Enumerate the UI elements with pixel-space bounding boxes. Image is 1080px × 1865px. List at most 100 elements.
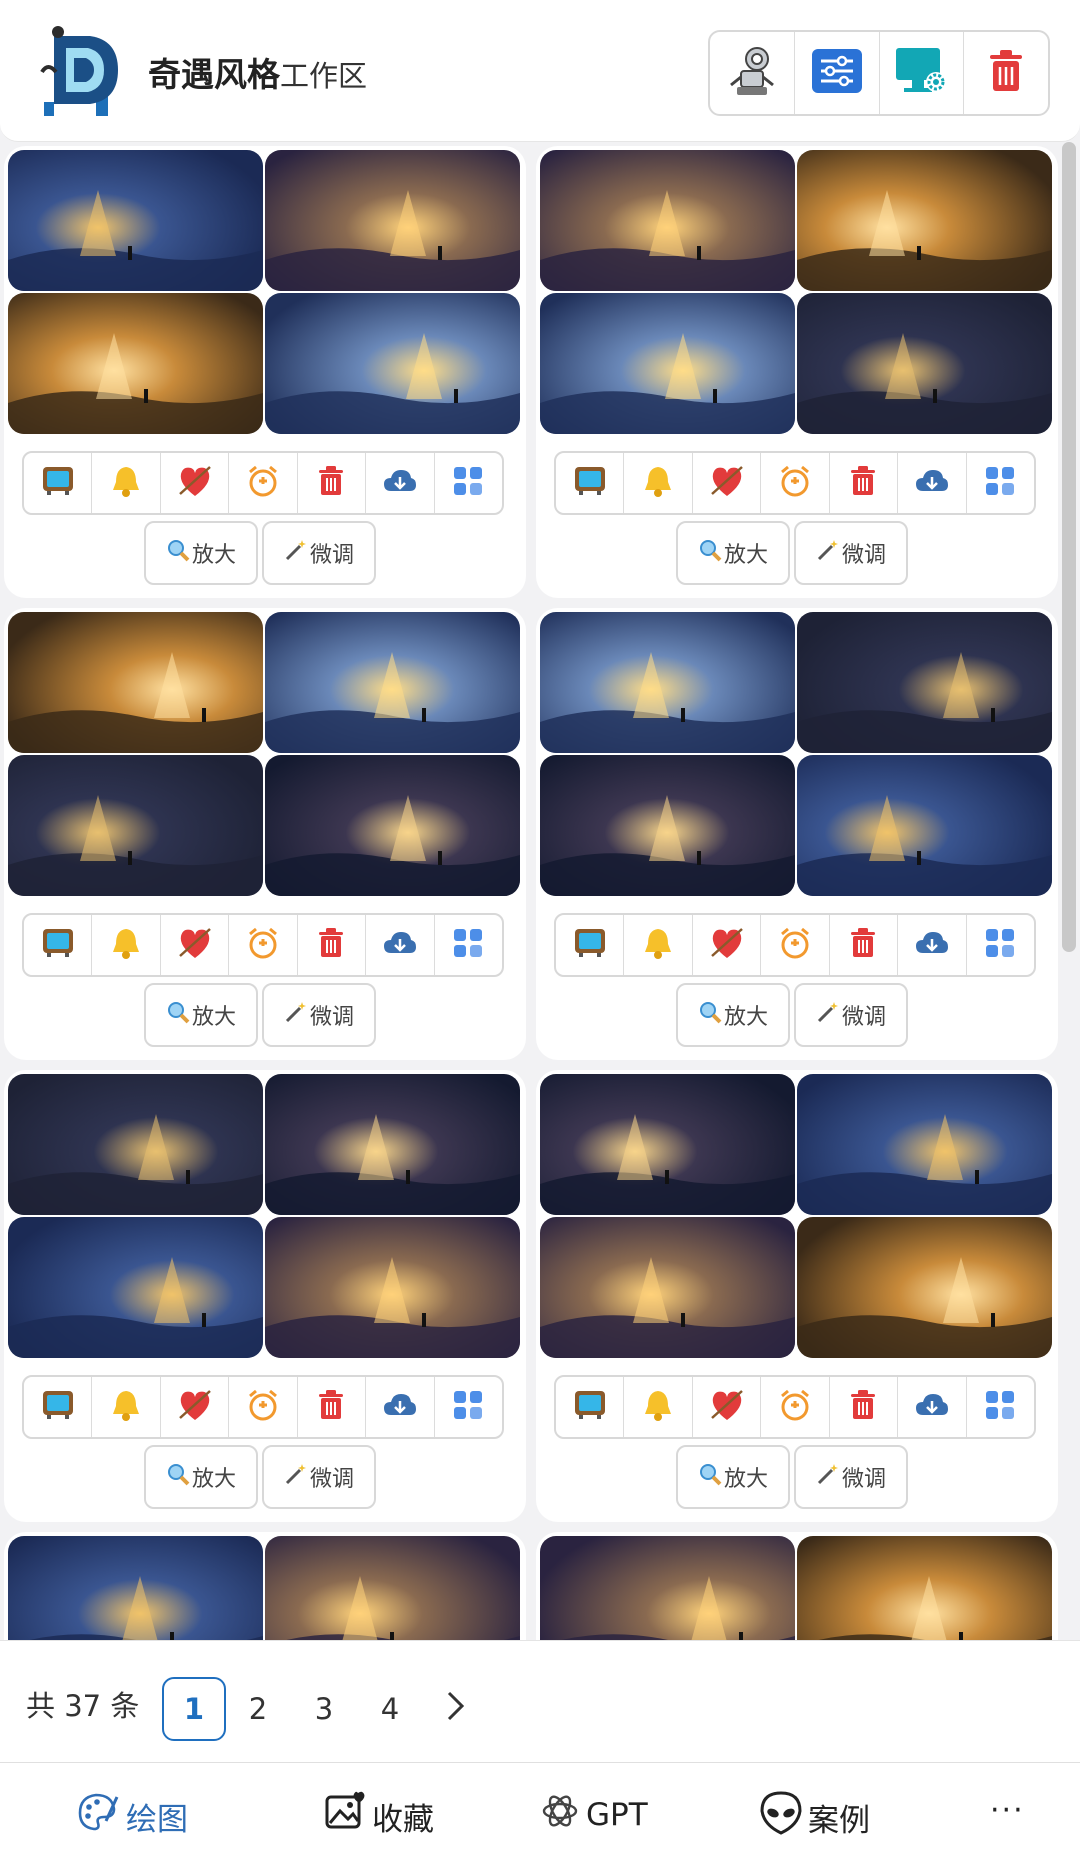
- zoom-button[interactable]: 放大: [144, 983, 258, 1047]
- tune-button[interactable]: 微调: [794, 983, 908, 1047]
- alarm-clock-button[interactable]: [761, 1377, 830, 1437]
- cloud-download-button[interactable]: [898, 1377, 967, 1437]
- generated-image[interactable]: [540, 1536, 795, 1640]
- next-page-button[interactable]: [440, 1689, 470, 1727]
- generated-image[interactable]: [265, 1536, 520, 1640]
- tune-button[interactable]: 微调: [262, 521, 376, 585]
- trash-icon: [317, 1389, 345, 1425]
- zoom-button[interactable]: 放大: [144, 521, 258, 585]
- generated-image[interactable]: [265, 612, 520, 753]
- zoom-button[interactable]: 放大: [676, 1445, 790, 1509]
- zoom-button[interactable]: 放大: [144, 1445, 258, 1509]
- page-1-button[interactable]: 1: [162, 1677, 226, 1741]
- nav-draw[interactable]: 绘图: [76, 1791, 188, 1841]
- tune-button[interactable]: 微调: [794, 1445, 908, 1509]
- settings-button[interactable]: [795, 32, 880, 114]
- bell-button[interactable]: [624, 1377, 693, 1437]
- zoom-button[interactable]: 放大: [676, 983, 790, 1047]
- generated-image[interactable]: [8, 1074, 263, 1215]
- tune-button[interactable]: 微调: [262, 1445, 376, 1509]
- bell-button[interactable]: [92, 915, 161, 975]
- tune-button[interactable]: 微调: [794, 521, 908, 585]
- generated-image[interactable]: [265, 150, 520, 291]
- monitor-settings-button[interactable]: [880, 32, 965, 114]
- alarm-clock-button[interactable]: [229, 453, 298, 513]
- trash-button[interactable]: [298, 453, 367, 513]
- generated-image[interactable]: [797, 1074, 1052, 1215]
- bell-button[interactable]: [624, 453, 693, 513]
- tv-button[interactable]: [24, 915, 93, 975]
- heart-arrow-button[interactable]: [161, 915, 230, 975]
- generated-image[interactable]: [540, 1217, 795, 1358]
- page-2-button[interactable]: 2: [248, 1692, 268, 1726]
- generated-image[interactable]: [540, 755, 795, 896]
- nav-cases[interactable]: 案例: [760, 1791, 870, 1843]
- card-secondary-actions: 放大 微调: [676, 1445, 908, 1509]
- tv-button[interactable]: [556, 453, 625, 513]
- more-button[interactable]: ···: [990, 1793, 1025, 1828]
- generated-image[interactable]: [8, 293, 263, 434]
- tune-button[interactable]: 微调: [262, 983, 376, 1047]
- heart-arrow-button[interactable]: [693, 915, 762, 975]
- heart-arrow-button[interactable]: [693, 1377, 762, 1437]
- generated-image[interactable]: [797, 755, 1052, 896]
- tv-button[interactable]: [556, 1377, 625, 1437]
- nav-gpt[interactable]: GPT: [540, 1791, 648, 1839]
- generated-image[interactable]: [540, 1074, 795, 1215]
- generated-image[interactable]: [8, 1217, 263, 1358]
- bell-button[interactable]: [624, 915, 693, 975]
- page-3-button[interactable]: 3: [314, 1692, 334, 1726]
- generated-image[interactable]: [8, 612, 263, 753]
- grid-button[interactable]: [435, 1377, 502, 1437]
- grid-button[interactable]: [967, 915, 1034, 975]
- generated-image[interactable]: [797, 1217, 1052, 1358]
- cloud-download-button[interactable]: [898, 915, 967, 975]
- tv-button[interactable]: [556, 915, 625, 975]
- grid-button[interactable]: [967, 1377, 1034, 1437]
- generated-image[interactable]: [797, 1536, 1052, 1640]
- nav-favorites[interactable]: 收藏: [324, 1791, 434, 1841]
- cloud-download-button[interactable]: [366, 1377, 435, 1437]
- generated-image[interactable]: [8, 1536, 263, 1640]
- generated-image[interactable]: [797, 150, 1052, 291]
- trash-button[interactable]: [830, 453, 899, 513]
- alarm-clock-button[interactable]: [761, 453, 830, 513]
- generated-image[interactable]: [8, 755, 263, 896]
- zoom-button[interactable]: 放大: [676, 521, 790, 585]
- generated-image[interactable]: [265, 1217, 520, 1358]
- palette-icon: [76, 1791, 120, 1841]
- trash-button[interactable]: [298, 1377, 367, 1437]
- cloud-download-button[interactable]: [898, 453, 967, 513]
- trash-button[interactable]: [298, 915, 367, 975]
- generated-image[interactable]: [8, 150, 263, 291]
- alarm-clock-button[interactable]: [229, 915, 298, 975]
- generated-image[interactable]: [265, 755, 520, 896]
- generated-image[interactable]: [540, 293, 795, 434]
- cloud-download-button[interactable]: [366, 453, 435, 513]
- heart-arrow-button[interactable]: [693, 453, 762, 513]
- grid-button[interactable]: [435, 915, 502, 975]
- clear-button[interactable]: [964, 32, 1048, 114]
- page-4-button[interactable]: 4: [380, 1692, 400, 1726]
- generated-image[interactable]: [540, 612, 795, 753]
- trash-button[interactable]: [830, 1377, 899, 1437]
- generated-image[interactable]: [797, 293, 1052, 434]
- generated-image[interactable]: [265, 1074, 520, 1215]
- alarm-clock-button[interactable]: [761, 915, 830, 975]
- bell-button[interactable]: [92, 1377, 161, 1437]
- generated-image[interactable]: [540, 150, 795, 291]
- cloud-download-button[interactable]: [366, 915, 435, 975]
- tv-button[interactable]: [24, 453, 93, 513]
- alarm-clock-button[interactable]: [229, 1377, 298, 1437]
- bell-button[interactable]: [92, 453, 161, 513]
- robot-button[interactable]: [710, 32, 795, 114]
- grid-button[interactable]: [435, 453, 502, 513]
- trash-button[interactable]: [830, 915, 899, 975]
- heart-arrow-button[interactable]: [161, 453, 230, 513]
- grid-button[interactable]: [967, 453, 1034, 513]
- generated-image[interactable]: [265, 293, 520, 434]
- heart-arrow-button[interactable]: [161, 1377, 230, 1437]
- scrollbar[interactable]: [1062, 142, 1076, 952]
- tv-button[interactable]: [24, 1377, 93, 1437]
- generated-image[interactable]: [797, 612, 1052, 753]
